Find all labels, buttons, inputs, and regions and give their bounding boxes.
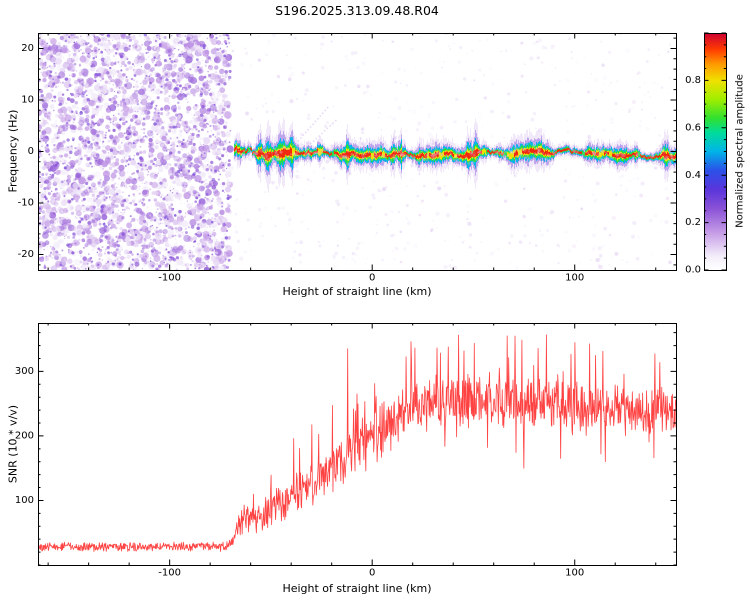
snr-y-axis-label: SNR (10 * v/v) bbox=[6, 404, 20, 484]
spectrogram-x-axis-label: Height of straight line (km) bbox=[282, 285, 432, 298]
spectrogram-y-axis-label: Frequency (Hz) bbox=[6, 109, 20, 193]
snr-x-axis-label: Height of straight line (km) bbox=[282, 582, 432, 595]
colorbar-label: Normalized spectral amplitude bbox=[734, 74, 746, 228]
figure-title: S196.2025.313.09.48.R04 bbox=[275, 3, 439, 18]
